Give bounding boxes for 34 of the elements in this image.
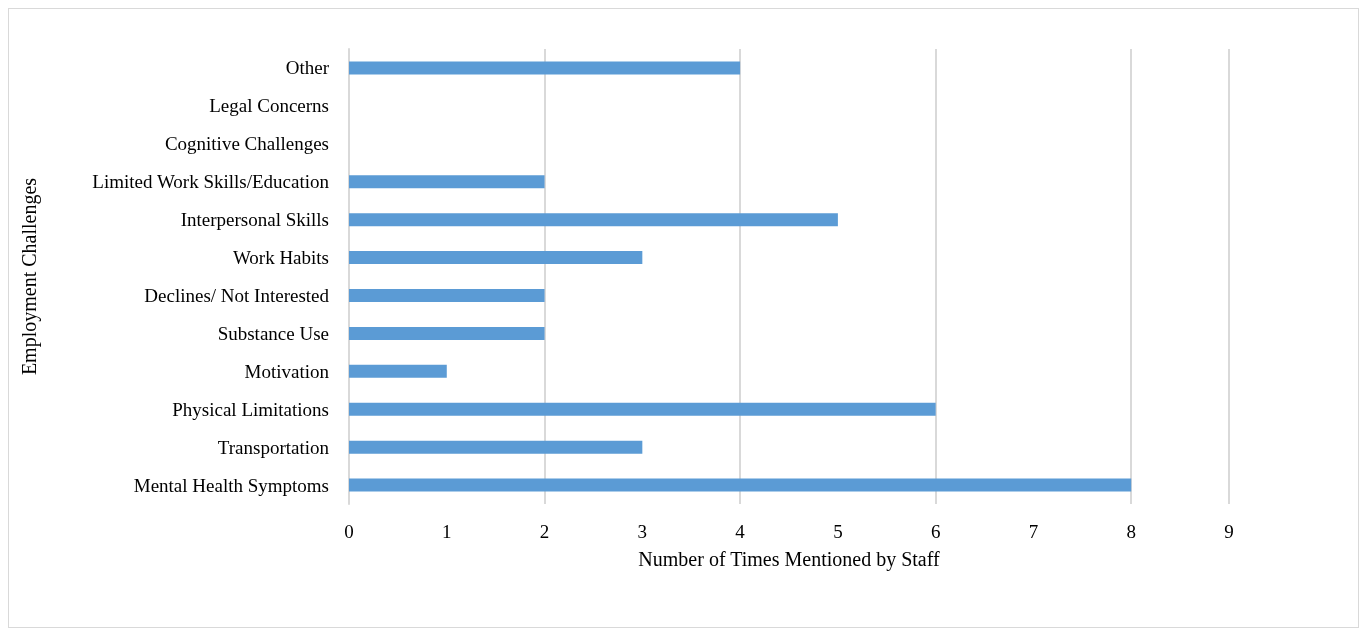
bar: [349, 213, 838, 227]
y-tick-label: Work Habits: [232, 247, 329, 269]
x-tick-label: 5: [833, 521, 843, 542]
y-tick-label: Other: [285, 57, 330, 79]
bar: [349, 61, 741, 75]
bar: [349, 251, 643, 265]
x-tick-label: 4: [735, 521, 746, 542]
y-tick-label: Mental Health Symptoms: [133, 474, 329, 496]
x-tick-label: 2: [539, 521, 550, 542]
bar: [349, 440, 643, 454]
y-tick-label: Declines/ Not Interested: [144, 284, 330, 306]
y-tick-label: Legal Concerns: [209, 95, 329, 117]
y-axis-title: Employment Challenges: [18, 177, 41, 376]
y-tick-label: Interpersonal Skills: [180, 209, 329, 231]
bar: [349, 175, 545, 189]
x-tick-label: 8: [1126, 521, 1136, 542]
y-tick-label: Cognitive Challenges: [164, 133, 329, 155]
y-tick-label: Physical Limitations: [172, 398, 329, 420]
x-tick-label: 6: [930, 521, 941, 542]
y-tick-label: Limited Work Skills/Education: [92, 171, 330, 193]
x-axis-title: Number of Times Mentioned by Staff: [638, 548, 940, 571]
x-tick-label: 7: [1028, 521, 1039, 542]
x-tick-label: 9: [1224, 521, 1234, 542]
y-tick-label: Motivation: [244, 360, 330, 382]
bar: [349, 478, 1132, 492]
y-tick-label: Transportation: [217, 436, 330, 458]
bar: [349, 326, 545, 340]
x-tick-label: 0: [344, 521, 354, 542]
y-tick-label: Substance Use: [217, 322, 329, 344]
x-tick-label: 3: [637, 521, 648, 542]
x-tick-label: 1: [442, 521, 452, 542]
bar: [349, 364, 447, 378]
bar: [349, 402, 936, 416]
bar: [349, 288, 545, 302]
